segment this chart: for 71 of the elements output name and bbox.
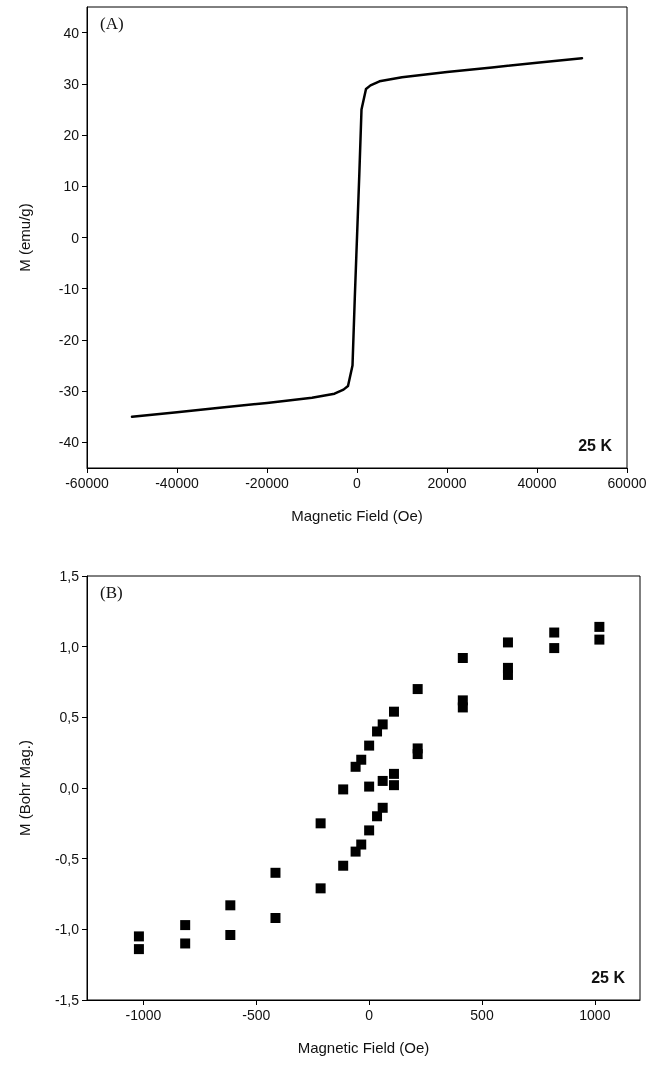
point	[388, 706, 399, 717]
y-tick-label: 30	[63, 75, 80, 92]
x-tick-label: 40000	[517, 475, 557, 491]
point	[377, 775, 388, 786]
point	[457, 652, 468, 663]
point	[180, 920, 191, 931]
point	[225, 900, 236, 911]
point	[412, 749, 423, 760]
y-tick-label: -0,5	[54, 850, 80, 867]
point	[388, 768, 399, 779]
x-tick-label: 1000	[579, 1007, 611, 1023]
annotation: 25 K	[578, 436, 613, 454]
x-tick-label: -500	[242, 1007, 271, 1023]
point	[270, 867, 281, 878]
point	[338, 784, 349, 795]
line-series	[130, 56, 584, 419]
point	[377, 802, 388, 813]
point	[457, 702, 468, 713]
y-tick-label: 0	[71, 229, 80, 246]
point	[594, 634, 605, 645]
point	[315, 883, 326, 894]
point	[338, 860, 349, 871]
x-tick-label: -1000	[125, 1007, 162, 1023]
y-tick-label: 0,5	[59, 709, 80, 726]
point	[364, 825, 375, 836]
point	[372, 726, 383, 737]
x-tick-label: -60000	[65, 475, 110, 491]
x-tick-label: 500	[470, 1007, 494, 1023]
x-tick-label: 60000	[607, 475, 647, 491]
point	[315, 818, 326, 829]
point	[412, 684, 423, 695]
y-tick-label: -1,5	[54, 992, 80, 1008]
x-tick-label: -20000	[245, 475, 290, 491]
x-tick-label: 0	[365, 1007, 374, 1023]
point	[133, 931, 144, 942]
y-axis-title: M (Bohr Mag.)	[16, 740, 33, 836]
point	[270, 913, 281, 924]
y-tick-label: -30	[58, 383, 80, 400]
point	[549, 627, 560, 638]
chart-title: (A)	[100, 14, 124, 33]
point	[388, 780, 399, 791]
point	[350, 846, 361, 857]
y-tick-label: -10	[58, 280, 80, 297]
point	[549, 643, 560, 654]
y-tick-label: 10	[63, 178, 80, 195]
point	[180, 938, 191, 949]
y-tick-label: 40	[63, 24, 80, 41]
point	[594, 621, 605, 632]
point	[502, 637, 513, 648]
y-tick-label: 20	[63, 127, 80, 144]
x-axis-title: Magnetic Field (Oe)	[291, 507, 423, 524]
y-tick-label: -1,0	[54, 921, 80, 938]
chart-title: (B)	[100, 583, 123, 602]
y-tick-label: 0,0	[59, 780, 80, 796]
y-tick-label: 1,0	[59, 638, 80, 655]
point	[350, 761, 361, 772]
y-tick-label: 1,5	[59, 568, 80, 584]
annotation: 25 K	[591, 968, 626, 986]
point	[364, 740, 375, 751]
point	[372, 811, 383, 822]
y-tick-label: -40	[58, 434, 80, 451]
point	[225, 929, 236, 940]
y-axis-title: M (emu/g)	[16, 203, 33, 272]
x-axis-title: Magnetic Field (Oe)	[297, 1039, 430, 1056]
point	[364, 781, 375, 792]
y-tick-label: -20	[58, 331, 80, 348]
point	[502, 669, 513, 680]
point	[133, 944, 144, 955]
x-tick-label: 20000	[427, 475, 467, 491]
x-tick-label: -40000	[155, 475, 200, 491]
x-tick-label: 0	[353, 475, 362, 491]
